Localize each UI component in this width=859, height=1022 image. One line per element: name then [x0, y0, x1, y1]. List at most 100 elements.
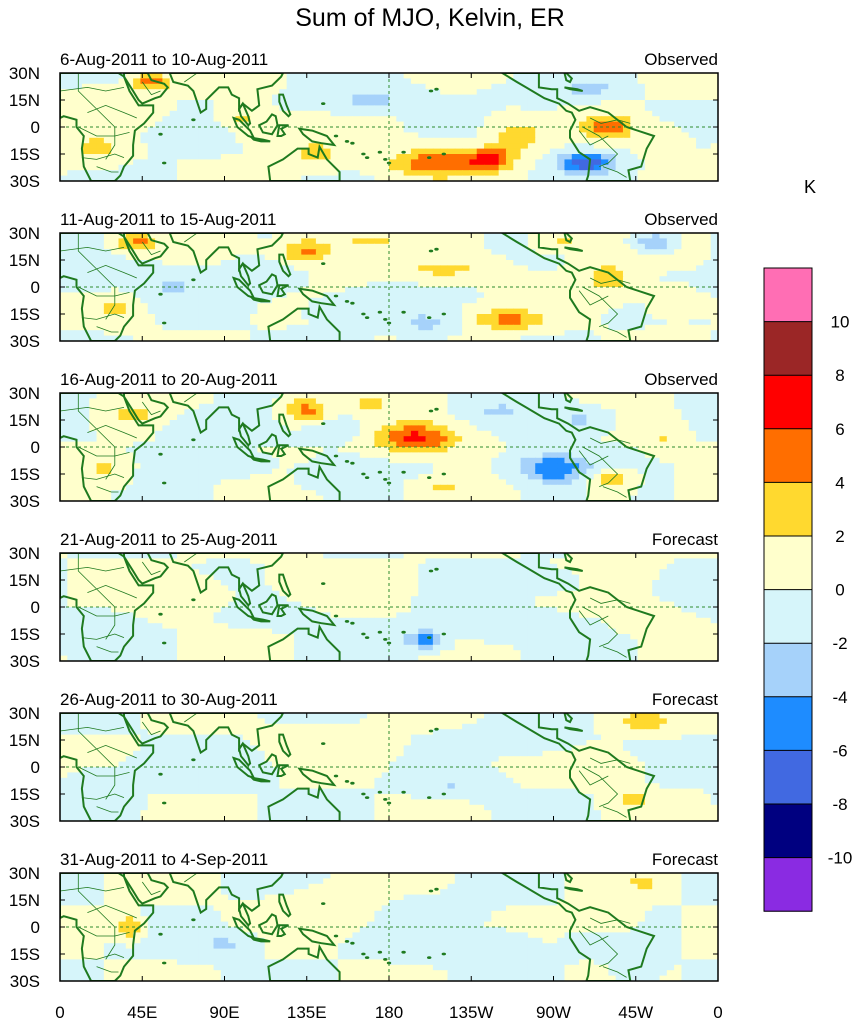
anomaly-cell [535, 319, 544, 326]
anomaly-cell [622, 148, 631, 155]
anomaly-cell [140, 436, 149, 443]
anomaly-cell [696, 281, 704, 288]
anomaly-cell [710, 308, 718, 315]
anomaly-cell [389, 330, 397, 337]
anomaly-cell [367, 105, 375, 112]
anomaly-cell [359, 270, 368, 277]
anomaly-cell [505, 425, 514, 432]
anomaly-cell [432, 78, 441, 85]
anomaly-cell [579, 238, 587, 245]
anomaly-cell [242, 100, 251, 106]
anomaly-cell [535, 94, 544, 101]
anomaly-cell [198, 335, 207, 341]
anomaly-cell [191, 463, 200, 470]
anomaly-cell [674, 324, 683, 331]
anomaly-cell [418, 420, 427, 426]
anomaly-cell [696, 89, 704, 96]
anomaly-cell [103, 292, 112, 299]
anomaly-cell [286, 287, 295, 293]
anomaly-cell [176, 330, 185, 337]
anomaly-cell [125, 121, 134, 128]
anomaly-cell [264, 414, 273, 421]
anomaly-cell [367, 292, 375, 299]
anomaly-cell [60, 303, 68, 310]
anomaly-cell [176, 83, 185, 90]
anomaly-cell [505, 308, 514, 315]
anomaly-cell [176, 164, 185, 171]
anomaly-cell [213, 324, 222, 331]
anomaly-cell [549, 254, 558, 261]
anomaly-cell [688, 110, 697, 117]
anomaly-cell [345, 436, 354, 443]
anomaly-cell [622, 265, 631, 272]
anomaly-cell [703, 260, 712, 266]
anomaly-cell [147, 393, 156, 399]
anomaly-cell [330, 457, 339, 464]
anomaly-cell [96, 314, 105, 320]
anomaly-cell [250, 254, 258, 261]
anomaly-cell [710, 175, 718, 181]
anomaly-cell [462, 303, 471, 310]
anomaly-cell [484, 403, 492, 410]
anomaly-cell [425, 265, 434, 272]
anomaly-cell [462, 281, 471, 288]
anomaly-cell [191, 457, 200, 464]
anomaly-cell [96, 447, 105, 453]
anomaly-cell [242, 314, 251, 320]
anomaly-cell [279, 233, 288, 239]
anomaly-cell [542, 398, 551, 405]
anomaly-cell [330, 319, 339, 326]
anomaly-cell [228, 254, 237, 261]
anomaly-cell [191, 170, 200, 177]
anomaly-cell [250, 132, 258, 139]
anomaly-cell [308, 132, 317, 139]
anomaly-cell [484, 457, 492, 464]
anomaly-cell [235, 281, 244, 288]
anomaly-cell [710, 457, 718, 464]
anomaly-cell [710, 441, 718, 448]
anomaly-cell [608, 276, 617, 283]
anomaly-cell [579, 249, 587, 256]
anomaly-cell [228, 159, 237, 166]
anomaly-cell [359, 110, 368, 117]
anomaly-cell [155, 89, 163, 96]
anomaly-cell [579, 148, 587, 155]
anomaly-cell [579, 324, 587, 331]
anomaly-cell [206, 78, 215, 85]
japan-coast [298, 217, 318, 231]
anomaly-cell [637, 100, 646, 106]
anomaly-cell [147, 254, 156, 261]
anomaly-cell [286, 447, 295, 453]
anomaly-cell [403, 457, 412, 464]
anomaly-cell [228, 154, 237, 160]
anomaly-cell [432, 303, 441, 310]
anomaly-cell [418, 159, 427, 166]
anomaly-cell [396, 148, 405, 155]
anomaly-cell [447, 121, 456, 128]
anomaly-cell [418, 292, 427, 299]
anomaly-cell [425, 270, 434, 277]
anomaly-cell [601, 319, 609, 326]
anomaly-cell [440, 94, 449, 101]
anomaly-cell [557, 249, 566, 256]
anomaly-cell [710, 73, 718, 79]
anomaly-cell [315, 238, 324, 245]
anomaly-cell [213, 164, 222, 171]
anomaly-cell [681, 314, 690, 320]
anomaly-cell [81, 116, 90, 123]
anomaly-cell [67, 110, 76, 117]
anomaly-cell [374, 324, 383, 331]
anomaly-cell [608, 403, 617, 410]
anomaly-cell [410, 100, 419, 106]
anomaly-cell [367, 425, 375, 432]
anomaly-cell [279, 148, 288, 155]
anomaly-cell [432, 137, 441, 144]
anomaly-cell [125, 335, 134, 341]
anomaly-cell [198, 457, 207, 464]
anomaly-cell [549, 105, 558, 112]
anomaly-cell [89, 100, 98, 106]
anomaly-cell [367, 398, 375, 405]
anomaly-cell [308, 330, 317, 337]
anomaly-cell [381, 436, 390, 443]
anomaly-cell [301, 110, 310, 117]
